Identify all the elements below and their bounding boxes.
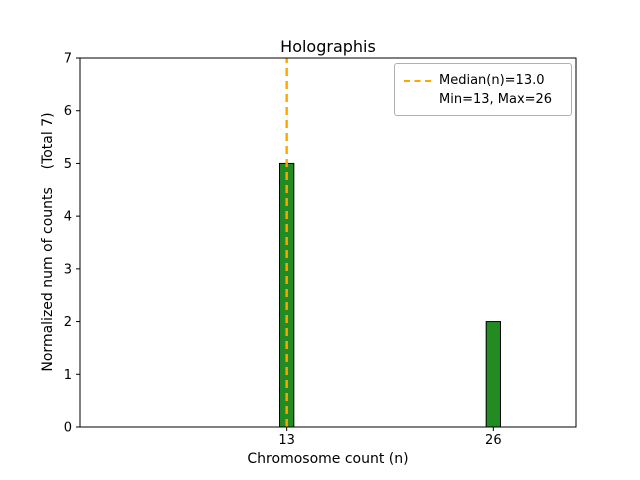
legend: Median(n)=13.0 Min=13, Max=26	[394, 63, 572, 116]
x-tick-label: 13	[278, 433, 295, 448]
y-tick-label: 6	[64, 104, 72, 119]
legend-label-minmax: Min=13, Max=26	[439, 92, 553, 107]
x-tick-label: 26	[485, 433, 502, 448]
y-tick-label: 1	[64, 368, 72, 383]
legend-entry-median: Median(n)=13.0	[404, 71, 562, 90]
bar	[485, 321, 501, 428]
y-tick-label: 5	[64, 157, 72, 172]
legend-entry-minmax: Min=13, Max=26	[404, 90, 562, 109]
y-axis-label: Normalized num of counts (Total 7)	[40, 112, 56, 372]
chart-title: Holographis	[280, 37, 376, 56]
y-tick-label: 4	[64, 210, 72, 225]
y-tick-label: 7	[64, 52, 72, 67]
legend-label-median: Median(n)=13.0	[439, 73, 545, 88]
median-dashed-line-icon	[404, 79, 431, 82]
axes-frame	[79, 57, 577, 428]
y-tick-label: 3	[64, 262, 72, 277]
x-axis-label: Chromosome count (n)	[247, 451, 409, 467]
y-tick-label: 0	[64, 421, 72, 436]
y-tick-label: 2	[64, 315, 72, 330]
